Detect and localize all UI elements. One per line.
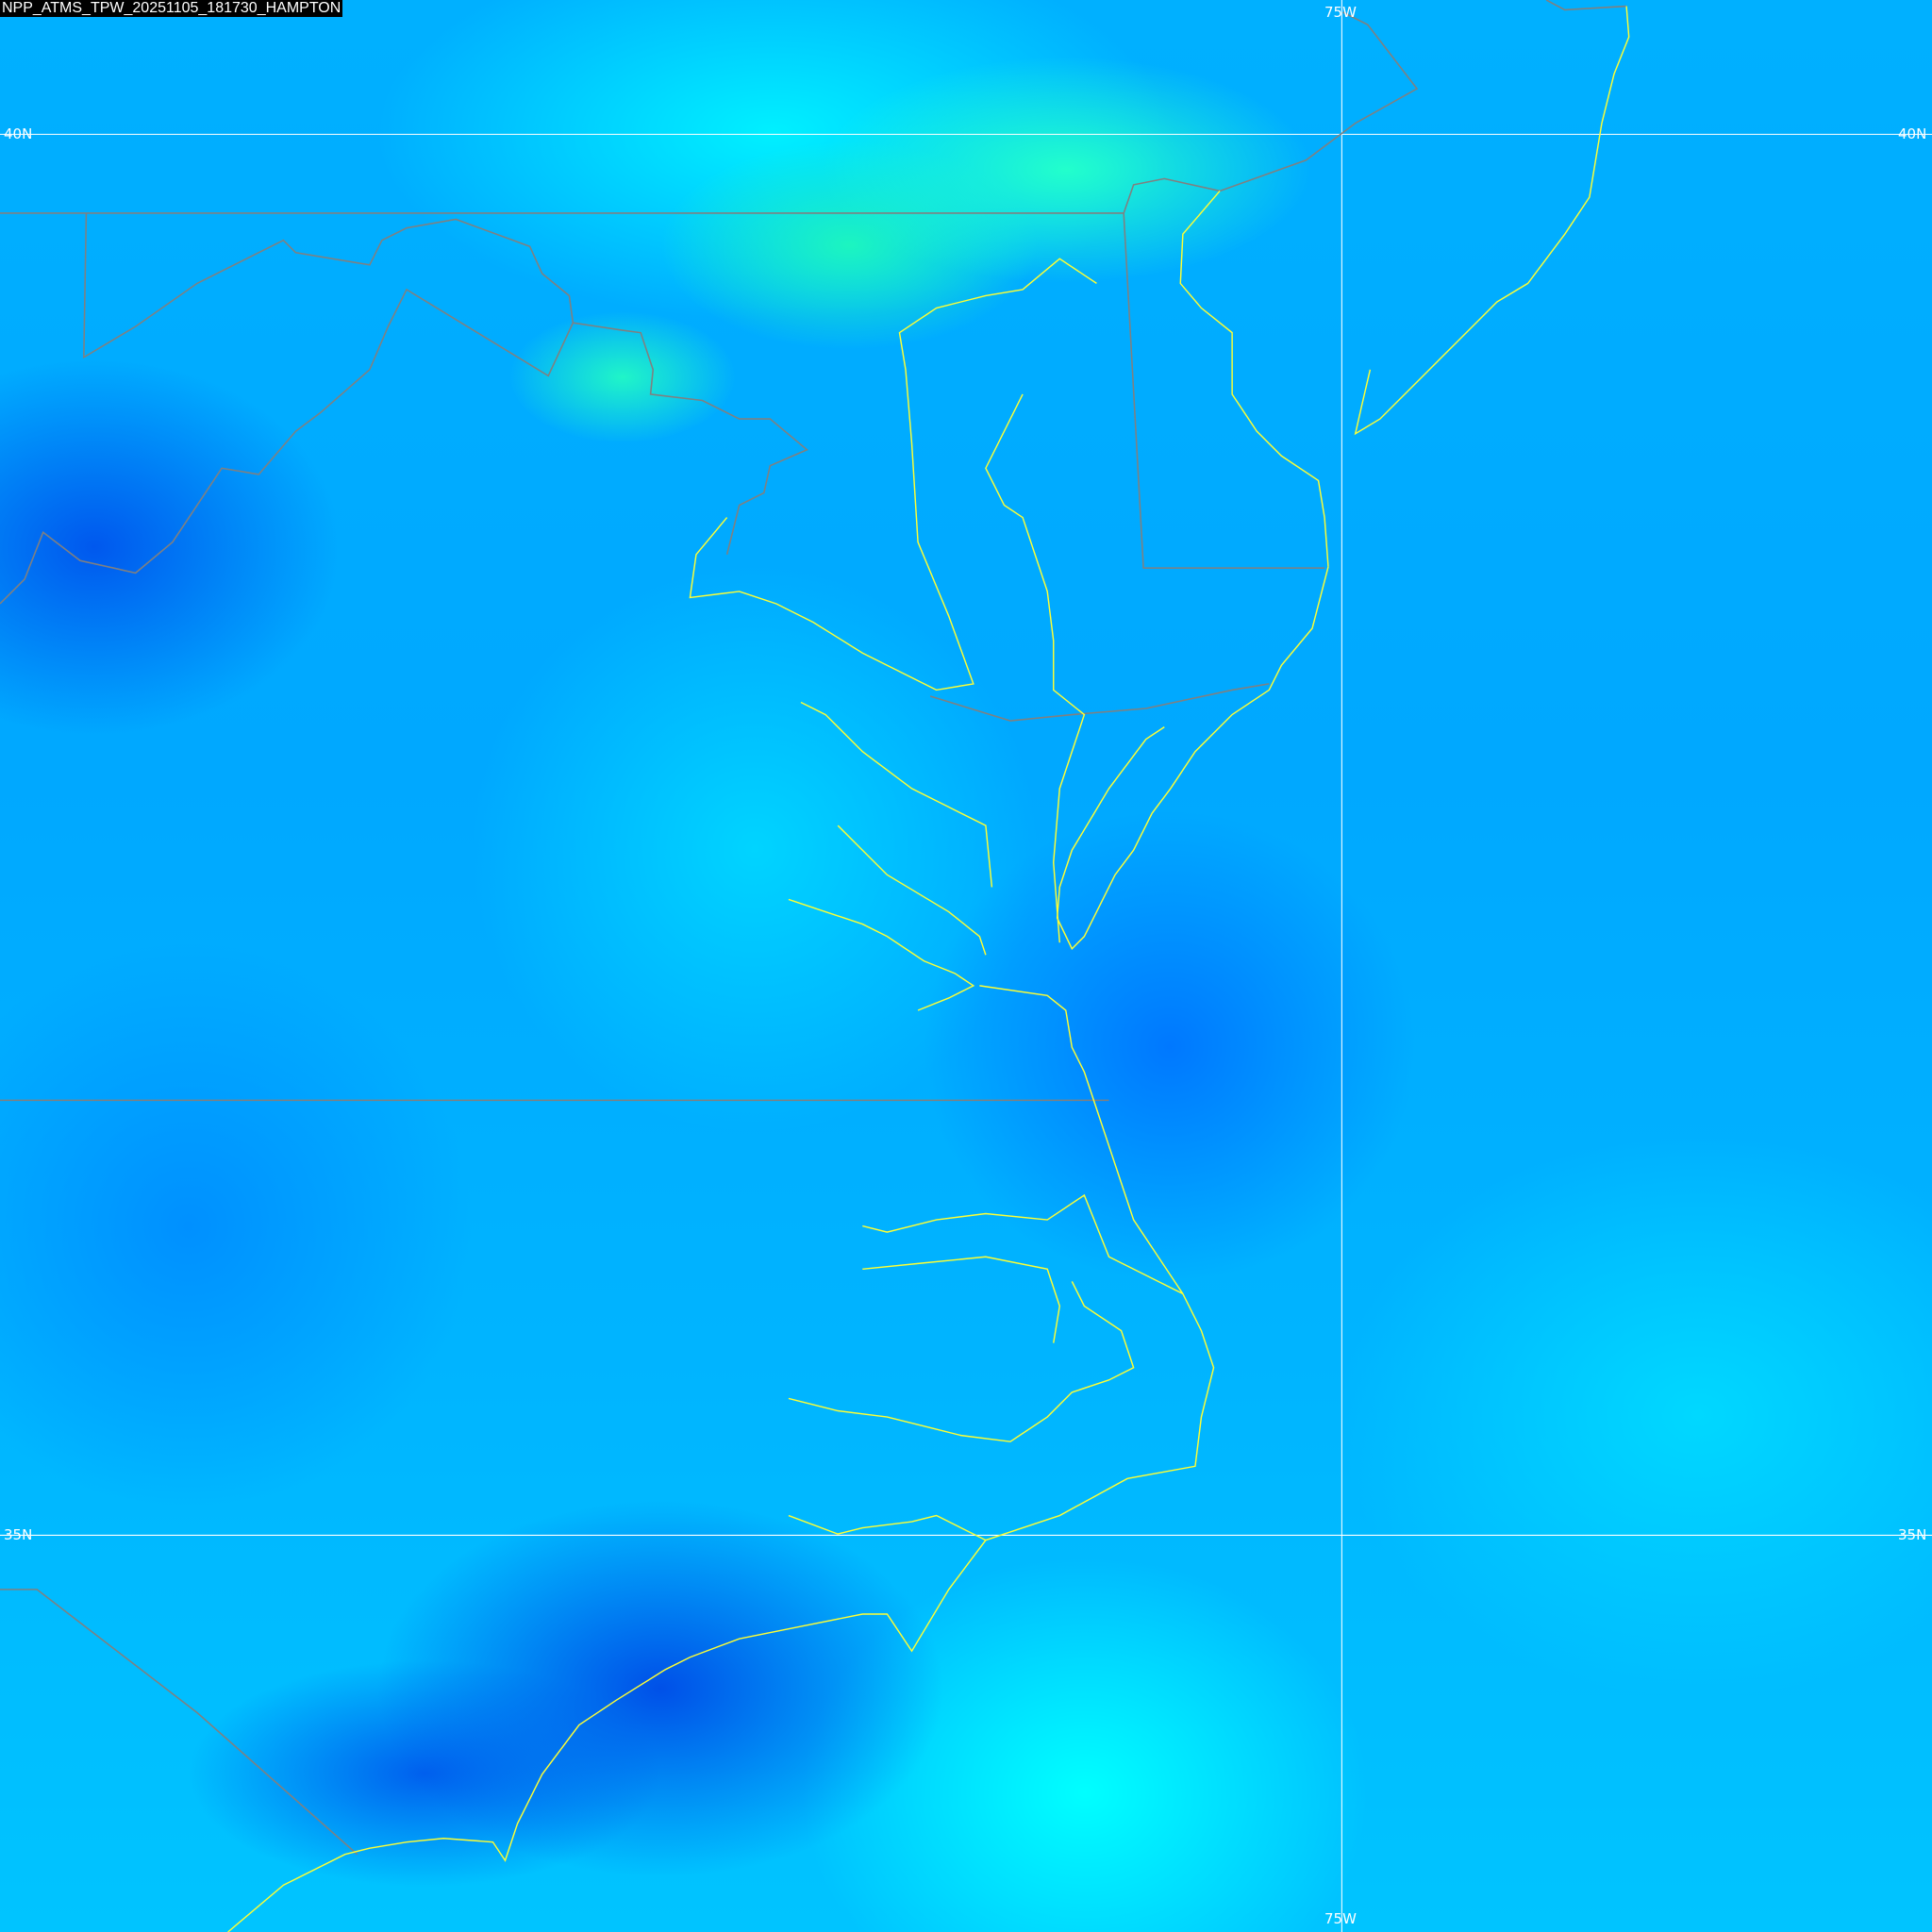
lat-label-35n-right: 35N <box>1898 1526 1927 1543</box>
nj-coast <box>1354 6 1630 436</box>
lon-label-75w-top: 75W <box>1324 4 1357 21</box>
lon-label-75w-bottom: 75W <box>1324 1910 1357 1927</box>
pa-md-border <box>0 212 1325 569</box>
james-river <box>788 898 975 1011</box>
md-va-border <box>573 322 808 555</box>
chesapeake-eastern-shore <box>985 393 1086 943</box>
lat-label-40n-left: 40N <box>4 125 33 142</box>
nj-pa-border <box>1123 11 1419 214</box>
pamlico-sound-north <box>862 1256 1061 1343</box>
rappahannock-river <box>837 824 987 956</box>
potomac-river <box>800 701 993 888</box>
chesapeake-western-shore <box>689 258 1097 691</box>
albemarle-sound <box>862 1193 1184 1295</box>
delmarva-coast <box>1056 566 1329 950</box>
md-va-eastern-border <box>929 683 1270 722</box>
lat-label-40n-right: 40N <box>1898 125 1927 142</box>
lat-label-35n-left: 35N <box>4 1526 33 1543</box>
nc-sc-border <box>0 1589 358 1856</box>
product-title: NPP_ATMS_TPW_20251105_181730_HAMPTON <box>0 0 343 17</box>
neuse-river <box>788 1514 987 1541</box>
state-borders <box>0 0 1627 1856</box>
va-nc-coast <box>227 985 1215 1932</box>
ny-nj-border <box>1545 0 1627 11</box>
delaware-river <box>1179 190 1329 567</box>
md-wv-border <box>0 212 575 605</box>
pamlico-sound <box>788 1281 1135 1442</box>
coastline <box>227 6 1630 1932</box>
